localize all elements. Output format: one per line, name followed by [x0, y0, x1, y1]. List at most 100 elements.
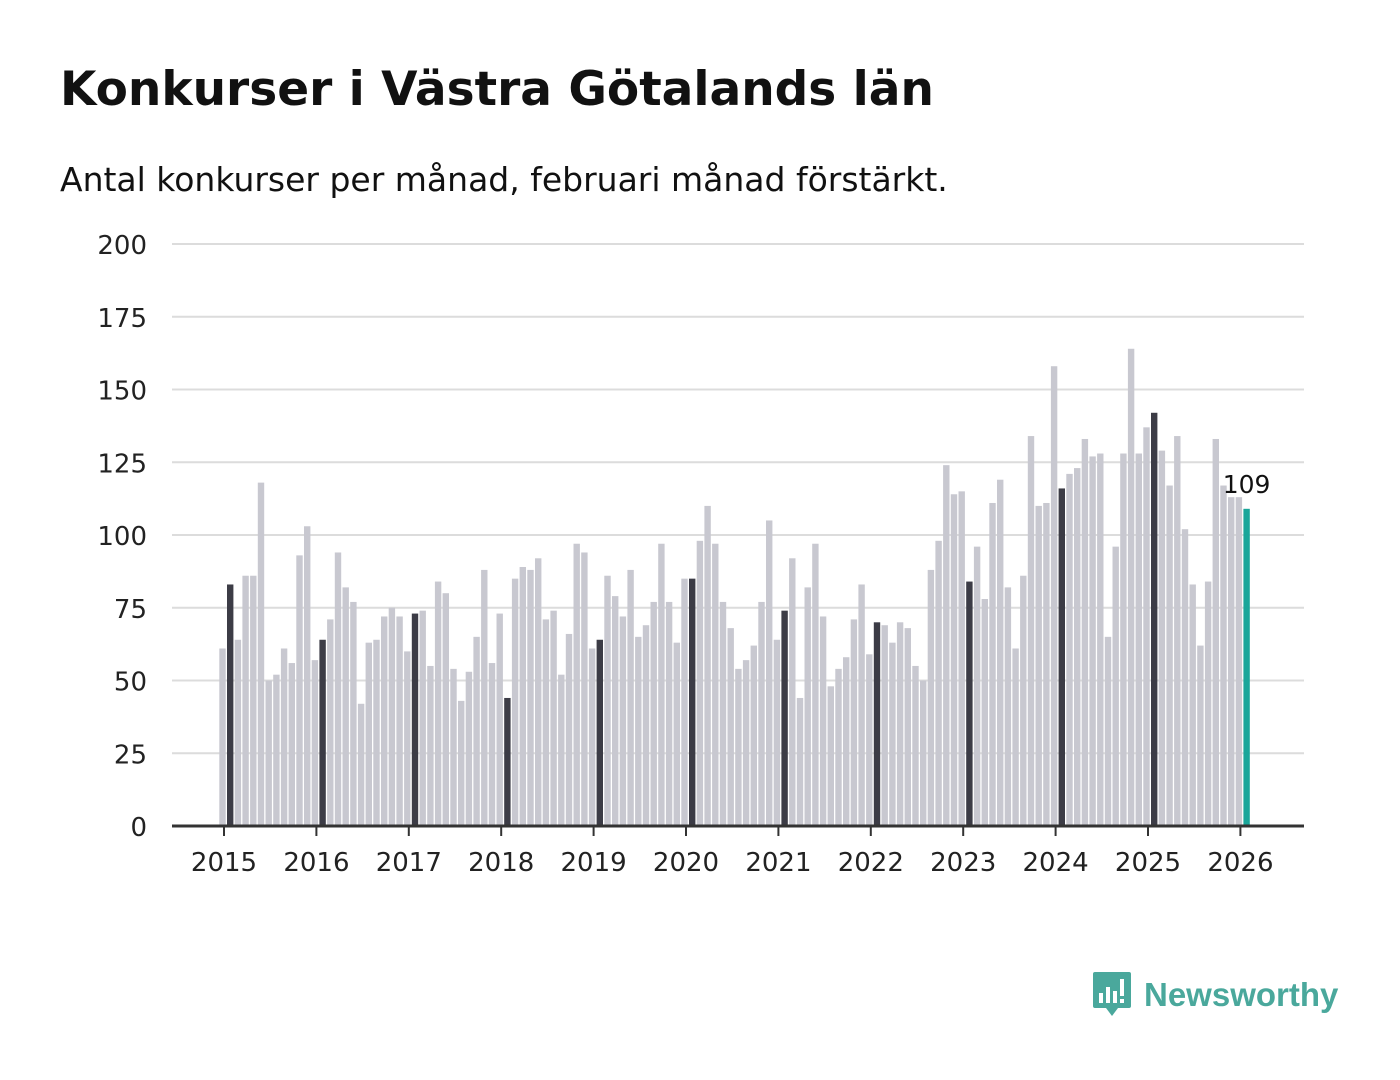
bar [1012, 648, 1019, 826]
bar [527, 569, 534, 826]
bar [1074, 468, 1081, 826]
bar [727, 628, 734, 826]
bar [1243, 508, 1250, 826]
bar [334, 552, 342, 826]
chart-subtitle: Antal konkurser per månad, februari måna… [60, 160, 948, 199]
bar [1081, 438, 1089, 826]
bar [288, 663, 295, 826]
y-tick-label: 75 [114, 595, 147, 625]
bar [735, 668, 742, 826]
bar [627, 569, 634, 826]
bar [450, 668, 457, 826]
bar [357, 703, 365, 826]
y-tick-label: 200 [97, 231, 147, 261]
y-tick-label: 25 [114, 740, 147, 770]
bar [650, 601, 657, 826]
bar [673, 642, 680, 826]
x-axis: 2015 2016 2017 2018 2019 2020 2021 2022 2023 2024… [172, 824, 1304, 878]
y-tick-label: 0 [130, 813, 147, 843]
y-tick-label: 175 [97, 304, 147, 334]
bar [596, 639, 603, 826]
bar [927, 569, 935, 826]
bar [504, 697, 511, 826]
bar [773, 639, 781, 826]
bar [1127, 348, 1135, 826]
bar [1189, 584, 1196, 826]
x-tick-label: 2018 [468, 848, 534, 878]
grid-lines [172, 243, 1304, 755]
bar [1050, 366, 1058, 826]
bar [1020, 575, 1027, 826]
bar [889, 642, 896, 826]
bar [542, 619, 550, 826]
latest-value-label: 109 [1223, 470, 1271, 499]
bar [257, 482, 265, 826]
bar [350, 601, 357, 826]
bar [1066, 473, 1073, 826]
y-axis-tick-labels: 0 25 50 75 100 125 150 175 200 [97, 231, 147, 843]
bar [958, 491, 965, 826]
bar [458, 700, 465, 826]
bar [966, 581, 973, 826]
bar [604, 575, 611, 826]
brand-name: Newsworthy [1144, 976, 1339, 1013]
bar [858, 584, 865, 826]
bar [304, 526, 311, 826]
bar [1158, 450, 1166, 826]
bar [1120, 453, 1127, 826]
y-tick-label: 50 [114, 668, 147, 698]
bar [1058, 488, 1065, 826]
bar [1197, 645, 1204, 826]
x-tick-label: 2020 [653, 848, 719, 878]
bar [565, 633, 573, 826]
bar [465, 671, 473, 826]
bar [904, 628, 911, 826]
bar [989, 502, 996, 826]
bar [581, 552, 588, 826]
bar [819, 616, 827, 826]
bar [835, 668, 842, 826]
bar [404, 651, 411, 826]
bar [742, 660, 750, 826]
x-tick-label: 2024 [1023, 848, 1089, 878]
bar [712, 543, 719, 826]
bar [750, 645, 757, 826]
y-tick-label: 125 [97, 449, 147, 479]
bar [442, 593, 449, 826]
newsworthy-logo-icon [1093, 972, 1131, 1016]
bar [1228, 497, 1235, 826]
bar [1220, 485, 1227, 826]
bar [635, 636, 642, 826]
bar [573, 543, 580, 826]
bar [1181, 529, 1189, 826]
bar [1104, 636, 1112, 826]
newsworthy-brand[interactable]: Newsworthy [1092, 968, 1338, 1022]
bar [1235, 497, 1243, 826]
bar [766, 520, 773, 826]
x-tick-label: 2019 [561, 848, 627, 878]
x-tick-label: 2023 [930, 848, 996, 878]
bar [866, 654, 873, 826]
bar [296, 555, 303, 826]
bar [588, 648, 596, 826]
bar [704, 505, 711, 826]
bar [242, 575, 249, 826]
bar [1004, 587, 1012, 826]
bar [850, 619, 858, 826]
bar [920, 680, 927, 826]
bar [427, 665, 434, 826]
x-tick-label: 2016 [283, 848, 349, 878]
bar [804, 587, 811, 826]
bar [973, 546, 981, 826]
bar [696, 540, 704, 826]
bar [496, 613, 503, 826]
bar [535, 558, 542, 826]
bar [1097, 453, 1104, 826]
bar [719, 601, 727, 826]
bar [758, 601, 765, 826]
bar [327, 619, 334, 826]
bar [488, 663, 496, 826]
bar [1027, 436, 1035, 826]
bar [1043, 502, 1050, 826]
